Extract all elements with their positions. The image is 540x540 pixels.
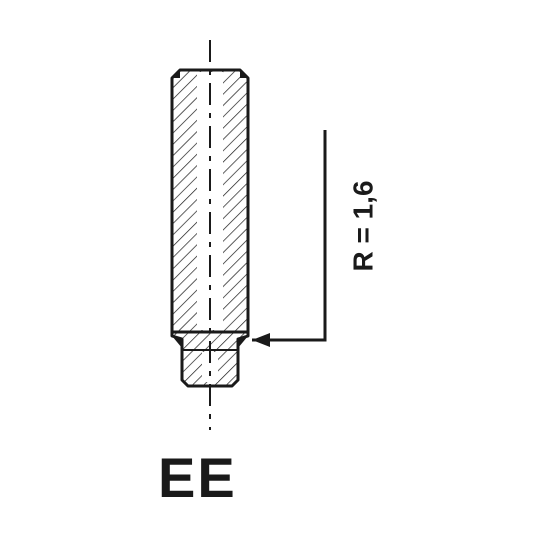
technical-drawing — [0, 0, 540, 540]
designation-label: EE — [158, 445, 237, 510]
radius-dimension-label: R = 1,6 — [348, 180, 380, 271]
diagram-canvas: R = 1,6 EE — [0, 0, 540, 540]
